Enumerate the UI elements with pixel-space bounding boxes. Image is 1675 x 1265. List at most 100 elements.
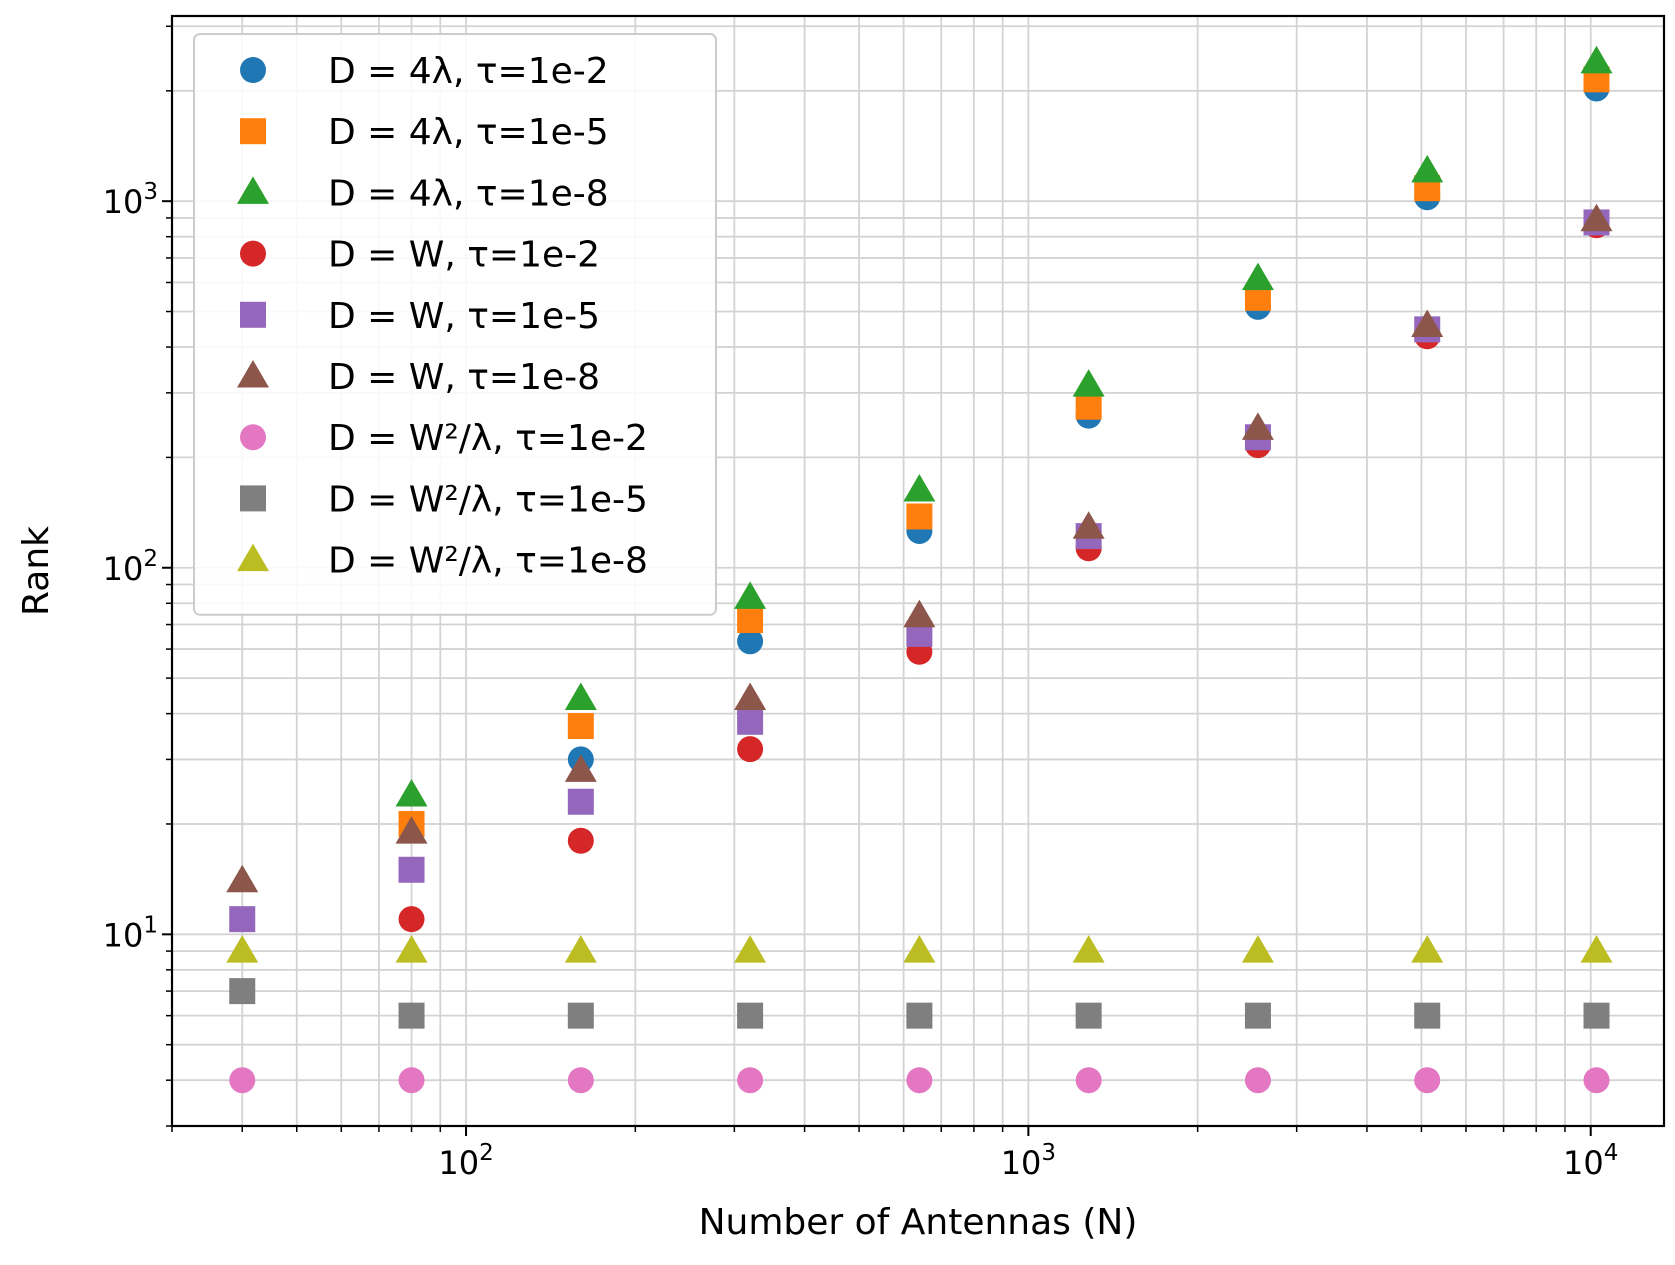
data-point — [1241, 412, 1274, 440]
data-point — [1411, 309, 1444, 338]
data-point — [737, 628, 764, 655]
data-point — [734, 581, 767, 609]
legend-marker — [237, 360, 269, 388]
data-point — [567, 713, 594, 740]
data-point — [1072, 369, 1105, 397]
legend-label: D = 4λ, τ=1e-2 — [328, 51, 609, 92]
data-point — [906, 503, 933, 530]
legend-marker — [237, 176, 269, 204]
data-point — [737, 708, 764, 735]
legend-marker — [240, 301, 266, 328]
series-3 — [395, 45, 1613, 807]
data-point — [903, 473, 936, 502]
data-point — [564, 935, 597, 963]
y-axis-label: Rank — [16, 526, 57, 616]
data-point — [903, 599, 936, 628]
legend-entry: D = W, τ=1e-5 — [240, 296, 600, 337]
data-point — [395, 778, 428, 807]
data-point — [1241, 935, 1274, 963]
data-point — [398, 856, 425, 883]
data-point — [398, 1002, 425, 1029]
data-point — [398, 1067, 425, 1094]
legend-label: D = W²/λ, τ=1e-2 — [328, 418, 648, 459]
y-tick-label: 102 — [103, 546, 158, 588]
legend-marker — [240, 57, 266, 83]
data-point — [1411, 935, 1444, 963]
data-point — [737, 736, 764, 763]
data-point — [567, 788, 594, 815]
data-point — [1075, 1067, 1102, 1094]
data-point — [1072, 935, 1105, 963]
data-point — [906, 1067, 933, 1094]
data-point — [737, 1067, 764, 1094]
data-point — [903, 935, 936, 963]
x-tick-label: 104 — [1563, 1140, 1618, 1182]
series-6 — [226, 203, 1613, 893]
legend-label: D = W, τ=1e-8 — [328, 357, 600, 398]
axis-ticks: 102 103 104 101 102 103 — [103, 25, 1618, 1182]
legend-entry: D = W, τ=1e-2 — [240, 235, 600, 276]
y-tick-label: 101 — [103, 912, 158, 954]
y-tick-label: 103 — [103, 179, 158, 221]
data-point — [395, 935, 428, 963]
data-point — [737, 1002, 764, 1029]
plot-frame — [170, 14, 1666, 1128]
data-point — [226, 864, 259, 893]
legend-label: D = 4λ, τ=1e-5 — [328, 112, 609, 153]
legend-entry: D = 4λ, τ=1e-8 — [237, 173, 609, 214]
data-point — [567, 1067, 594, 1094]
legend-label: D = W²/λ, τ=1e-5 — [328, 479, 648, 520]
data-point — [567, 1002, 594, 1029]
legend-box — [193, 33, 717, 616]
data-point — [1580, 935, 1613, 963]
data-point — [229, 1067, 256, 1094]
data-point — [229, 906, 256, 933]
series-7 — [229, 1067, 1610, 1094]
legend-marker — [237, 543, 269, 572]
legend-marker — [240, 485, 266, 512]
data-point — [737, 607, 764, 634]
data-point — [395, 816, 428, 844]
data-point — [1411, 154, 1444, 183]
legend-marker — [240, 118, 266, 145]
data-point — [1244, 1002, 1271, 1029]
data-point — [1580, 45, 1613, 74]
data-point — [1414, 1002, 1441, 1029]
data-point — [1075, 393, 1102, 420]
data-point — [1075, 1002, 1102, 1029]
legend-marker — [240, 240, 266, 267]
legend-entry: D = 4λ, τ=1e-2 — [240, 51, 609, 92]
legend-entry: D = W²/λ, τ=1e-8 — [237, 541, 648, 582]
data-point — [229, 978, 256, 1005]
legend-label: D = W, τ=1e-5 — [328, 296, 600, 337]
data-point — [1414, 1067, 1441, 1094]
data-point — [1244, 1067, 1271, 1094]
legend-entry: D = W, τ=1e-8 — [237, 357, 600, 398]
series-9 — [226, 935, 1613, 963]
x-tick-label: 102 — [438, 1140, 493, 1182]
legend-entry: D = W²/λ, τ=1e-2 — [240, 418, 648, 459]
data-point — [564, 754, 597, 782]
legend-entry: D = W²/λ, τ=1e-5 — [240, 479, 648, 520]
data-point — [226, 935, 259, 963]
data-point — [1583, 1067, 1610, 1094]
data-point — [1583, 1002, 1610, 1029]
x-axis-label: Number of Antennas (N) — [699, 1202, 1138, 1243]
data-point — [734, 682, 767, 710]
data-point — [567, 827, 594, 854]
data-point — [564, 682, 597, 710]
legend-marker — [240, 424, 266, 451]
data-point — [906, 1002, 933, 1029]
legend-entry: D = 4λ, τ=1e-5 — [240, 112, 609, 153]
data-marks — [226, 45, 1613, 1094]
series-8 — [229, 978, 1610, 1029]
data-point — [398, 906, 425, 933]
legend-label: D = W, τ=1e-2 — [328, 235, 600, 276]
data-point — [1580, 203, 1613, 232]
data-point — [734, 935, 767, 963]
data-point — [1072, 511, 1105, 539]
legend-label: D = W²/λ, τ=1e-8 — [328, 541, 648, 582]
x-tick-label: 103 — [1001, 1140, 1056, 1182]
legend: D = 4λ, τ=1e-2 D = 4λ, τ=1e-5 D = 4λ, τ=1e… — [193, 33, 717, 616]
